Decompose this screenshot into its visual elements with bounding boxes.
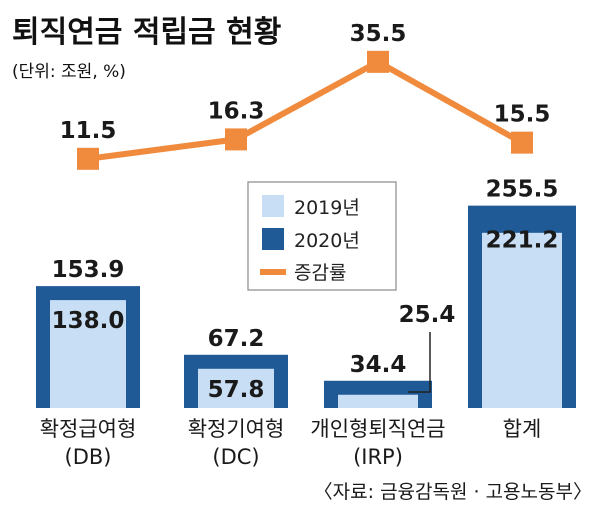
value-label-2019-2: 25.4 [399, 302, 456, 328]
legend-label-2019: 2019년 [294, 197, 360, 219]
category-label-3-0: 합계 [503, 417, 542, 441]
callout-line-2 [408, 332, 431, 393]
growth-label-1: 16.3 [208, 98, 265, 124]
growth-marker-1 [225, 128, 247, 151]
value-label-2020-0: 153.9 [52, 257, 125, 283]
unit-label: (단위: 조원, %) [12, 62, 126, 82]
legend-swatch-2019 [262, 195, 284, 217]
growth-label-3: 15.5 [494, 102, 551, 128]
category-label-0-0: 확정급여형 [40, 417, 137, 441]
category-label-1-0: 확정기여형 [188, 417, 285, 441]
bar-2019-3 [482, 232, 562, 408]
value-label-2020-2: 34.4 [350, 352, 407, 378]
growth-marker-0 [77, 147, 99, 170]
legend-label-2020: 2020년 [294, 230, 360, 252]
growth-line [87, 58, 524, 162]
bar-2019-2 [338, 394, 418, 408]
bar-2019-0 [50, 300, 126, 408]
bar-2019-1 [198, 368, 274, 408]
legend-swatch-2020 [262, 228, 284, 250]
category-label-0-1: (DB) [65, 445, 112, 469]
legend-label-growth: 증감률 [294, 262, 346, 284]
growth-marker-3 [511, 131, 533, 154]
chart-title: 퇴직연금 적립금 현황 [12, 15, 281, 50]
value-label-2019-0: 138.0 [52, 308, 125, 334]
value-label-2019-3: 221.2 [486, 228, 559, 254]
value-label-2019-1: 57.8 [208, 377, 265, 403]
source-note: 〈자료: 금융감독원 · 고용노동부〉 [314, 481, 592, 503]
value-label-2020-3: 255.5 [486, 177, 559, 203]
category-label-2-1: (IRP) [353, 445, 403, 469]
growth-marker-2 [367, 50, 389, 73]
growth-label-2: 35.5 [350, 21, 407, 47]
growth-label-0: 11.5 [60, 118, 117, 144]
value-label-2020-1: 67.2 [208, 326, 265, 352]
category-label-2-0: 개인형퇴직연금 [310, 417, 445, 441]
category-label-1-1: (DC) [212, 445, 259, 469]
